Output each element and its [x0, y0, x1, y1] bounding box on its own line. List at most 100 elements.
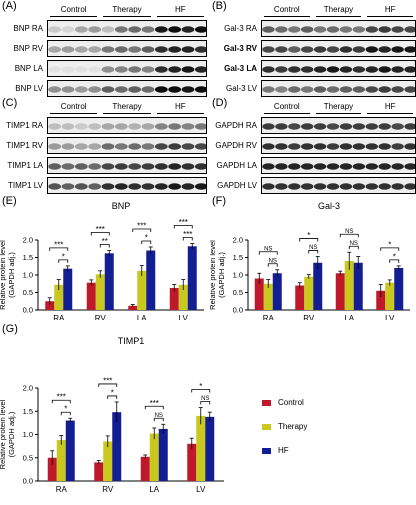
blot-band [114, 183, 128, 190]
blot-band [378, 143, 391, 150]
blot-bands [48, 86, 206, 93]
blot-band [288, 163, 301, 170]
legend-swatch-hf [262, 447, 271, 454]
blot-band [301, 163, 314, 170]
blot-band [74, 26, 88, 33]
blot-band [194, 163, 206, 170]
y-tick-label: 1.0 [233, 271, 243, 280]
blot-band [391, 26, 404, 33]
blot-band [365, 26, 378, 33]
y-tick-label: 0.0 [23, 306, 33, 315]
blot-band [275, 46, 288, 53]
blot-band [61, 26, 75, 33]
significance-label: * [307, 231, 310, 240]
blot-band [128, 66, 142, 73]
significance-label: *** [179, 218, 188, 227]
blot-bands [262, 66, 415, 73]
blot-band [61, 86, 75, 93]
blot-band [74, 143, 88, 150]
x-tick-label: RV [102, 485, 114, 494]
significance-bracket [90, 232, 110, 236]
blot-panel-letter: (A) [2, 0, 17, 12]
bar-control-rv [295, 285, 305, 310]
blot-bands [262, 86, 415, 93]
blot-band [48, 46, 62, 53]
blot-group-line [103, 113, 151, 114]
x-tick-label: RV [95, 314, 107, 320]
blot-band [154, 86, 168, 93]
blot-band [378, 26, 391, 33]
blot-panel-4: (D) Control Therapy HF GAPDH RA GAPDH RV GAPDH… [210, 97, 416, 194]
blot-row-label: GAPDH LV [217, 181, 257, 190]
blot-strip [261, 157, 416, 174]
significance-bracket [60, 411, 71, 416]
blot-bands [48, 46, 206, 53]
blot-strip [261, 20, 416, 37]
blot-band [114, 143, 128, 150]
blot-panel-letter: (C) [2, 97, 18, 109]
blot-group-label-hf: HF [384, 5, 396, 14]
blot-group-label-hf: HF [174, 5, 186, 14]
blot-band [194, 183, 206, 190]
blot-band [352, 123, 366, 130]
y-tick-label: 0.5 [23, 453, 33, 462]
blot-band [301, 26, 314, 33]
blot-band [275, 143, 288, 150]
blot-panel-3: (C) Control Therapy HF TIMP1 RA TIMP1 RV TIMP1… [0, 97, 211, 194]
significance-label: NS [264, 246, 272, 252]
blot-row-label: BNP RV [13, 44, 44, 53]
blot-panel-1: (A) Control Therapy HF BNP RA BNP RV BNP LA BNP… [0, 0, 211, 97]
blot-band [275, 86, 288, 93]
y-axis-label: Relative protein level [0, 399, 7, 469]
bar-therapy-lv [385, 282, 395, 310]
significance-label: NS [269, 258, 277, 264]
blot-band [194, 46, 206, 53]
blot-band [313, 183, 327, 190]
blot-band [352, 66, 366, 73]
blot-strip [47, 157, 207, 174]
significance-bracket [173, 225, 193, 229]
blot-band [339, 123, 353, 130]
bar-hf-la [146, 250, 156, 310]
significance-bracket [49, 247, 69, 251]
blot-band [61, 183, 75, 190]
blot-band [168, 66, 182, 73]
bar-control-la [140, 456, 150, 481]
blot-band [181, 183, 195, 190]
blot-band [313, 86, 327, 93]
bar-control-lv [169, 287, 179, 310]
blot-row-label: TIMP1 LA [7, 161, 43, 170]
blot-band [378, 66, 391, 73]
significance-bracket [258, 251, 278, 255]
y-tick-label: 1.5 [233, 253, 243, 262]
blot-band [61, 163, 75, 170]
blot-band [404, 86, 415, 93]
bar-control-la [128, 305, 138, 310]
blot-band [128, 46, 142, 53]
significance-label: NS [345, 229, 353, 235]
blot-panel-letter: (B) [212, 0, 227, 12]
blot-band [313, 163, 327, 170]
blot-band [194, 26, 206, 33]
significance-label: *** [150, 399, 159, 408]
blot-band [378, 46, 391, 53]
blot-band [404, 163, 415, 170]
blot-band [114, 46, 128, 53]
x-tick-label: LV [179, 314, 189, 320]
blot-band [48, 66, 62, 73]
blot-band [154, 26, 168, 33]
bar-hf-rv [313, 262, 323, 310]
y-tick-label: 2.0 [233, 236, 243, 245]
significance-bracket [51, 399, 71, 404]
blot-band [391, 123, 404, 130]
blot-band [339, 46, 353, 53]
bar-therapy-la [344, 261, 354, 310]
legend-swatch-therapy [262, 423, 271, 430]
blot-band [288, 46, 301, 53]
blot-panel-2: (B) Control Therapy HF Gal-3 RA Gal-3 RV Gal-3… [210, 0, 416, 97]
blot-band [48, 86, 62, 93]
blot-band [181, 143, 195, 150]
blot-row-label: Gal-3 RA [224, 24, 257, 33]
blot-band [301, 66, 314, 73]
significance-label: * [199, 382, 202, 391]
